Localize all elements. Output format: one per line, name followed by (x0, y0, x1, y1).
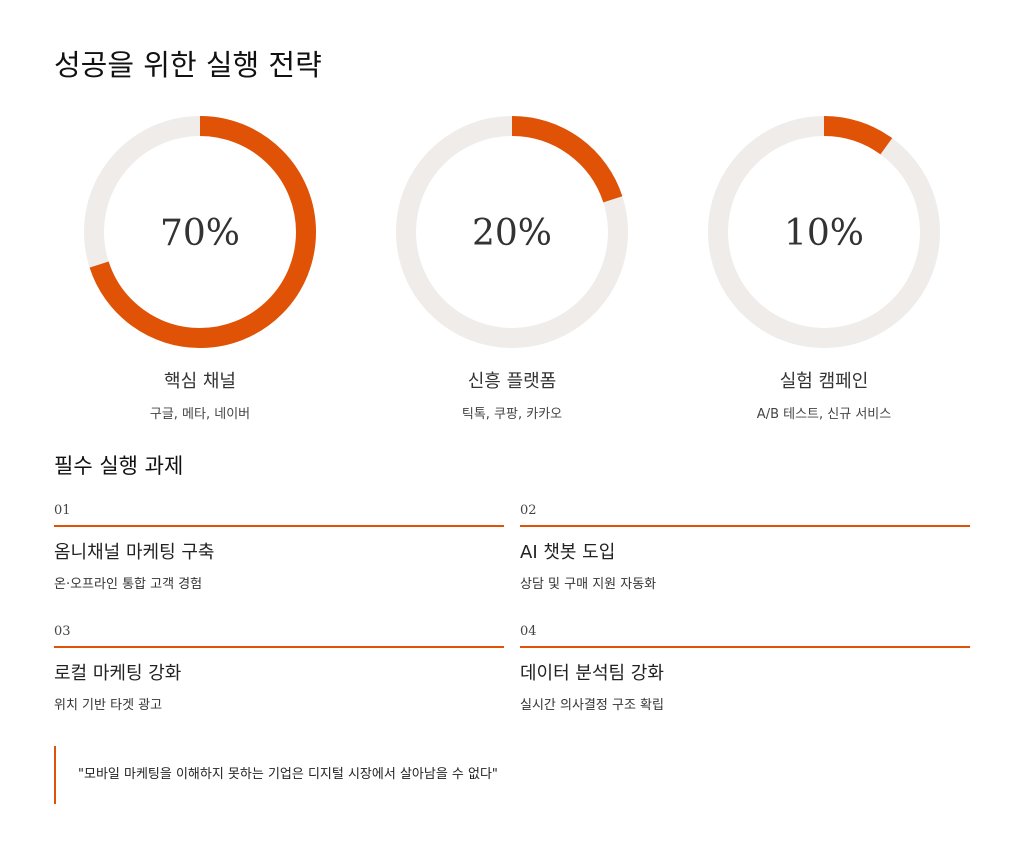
task-description: 위치 기반 타겟 광고 (54, 698, 163, 713)
task-description: 상담 및 구매 지원 자동화 (520, 577, 657, 592)
ring-description: A/B 테스트, 신규 서비스 (756, 407, 892, 422)
task-rule (520, 646, 970, 648)
ring-arc (84, 116, 316, 348)
task-title: 로컬 마케팅 강화 (54, 663, 182, 684)
ring-description: 틱톡, 쿠팡, 카카오 (461, 407, 563, 422)
ring-title: 핵심 채널 (164, 371, 236, 392)
task-title: AI 챗봇 도입 (520, 542, 616, 563)
task-rule (520, 525, 970, 527)
task-number: 02 (520, 503, 537, 518)
ring-arc (708, 116, 940, 348)
task-rule (54, 646, 504, 648)
ring-value-label: 20% (472, 213, 552, 254)
task-title: 옴니채널 마케팅 구축 (54, 542, 215, 563)
ring-title: 실험 캠페인 (779, 371, 869, 392)
section-title: 필수 실행 과제 (54, 454, 184, 478)
task-number: 01 (54, 503, 71, 518)
task-description: 온·오프라인 통합 고객 경험 (54, 577, 203, 592)
task-number: 03 (54, 624, 71, 639)
ring-row: 70% 20% 10% (84, 116, 940, 348)
ring-value-label: 10% (784, 213, 864, 254)
ring-value-label: 70% (160, 213, 240, 254)
quote: "모바일 마케팅을 이해하지 못하는 기업은 디지털 시장에서 살아남을 수 없… (54, 746, 498, 804)
task-title: 데이터 분석팀 강화 (520, 663, 664, 684)
ring-arc (396, 116, 628, 348)
task-number: 04 (520, 624, 537, 639)
page-title: 성공을 위한 실행 전략 (54, 48, 322, 82)
ring-title: 신흥 플랫폼 (467, 371, 557, 392)
ring-description: 구글, 메타, 네이버 (149, 407, 251, 422)
task-rule (54, 525, 504, 527)
task-description: 실시간 의사결정 구조 확립 (520, 698, 664, 713)
